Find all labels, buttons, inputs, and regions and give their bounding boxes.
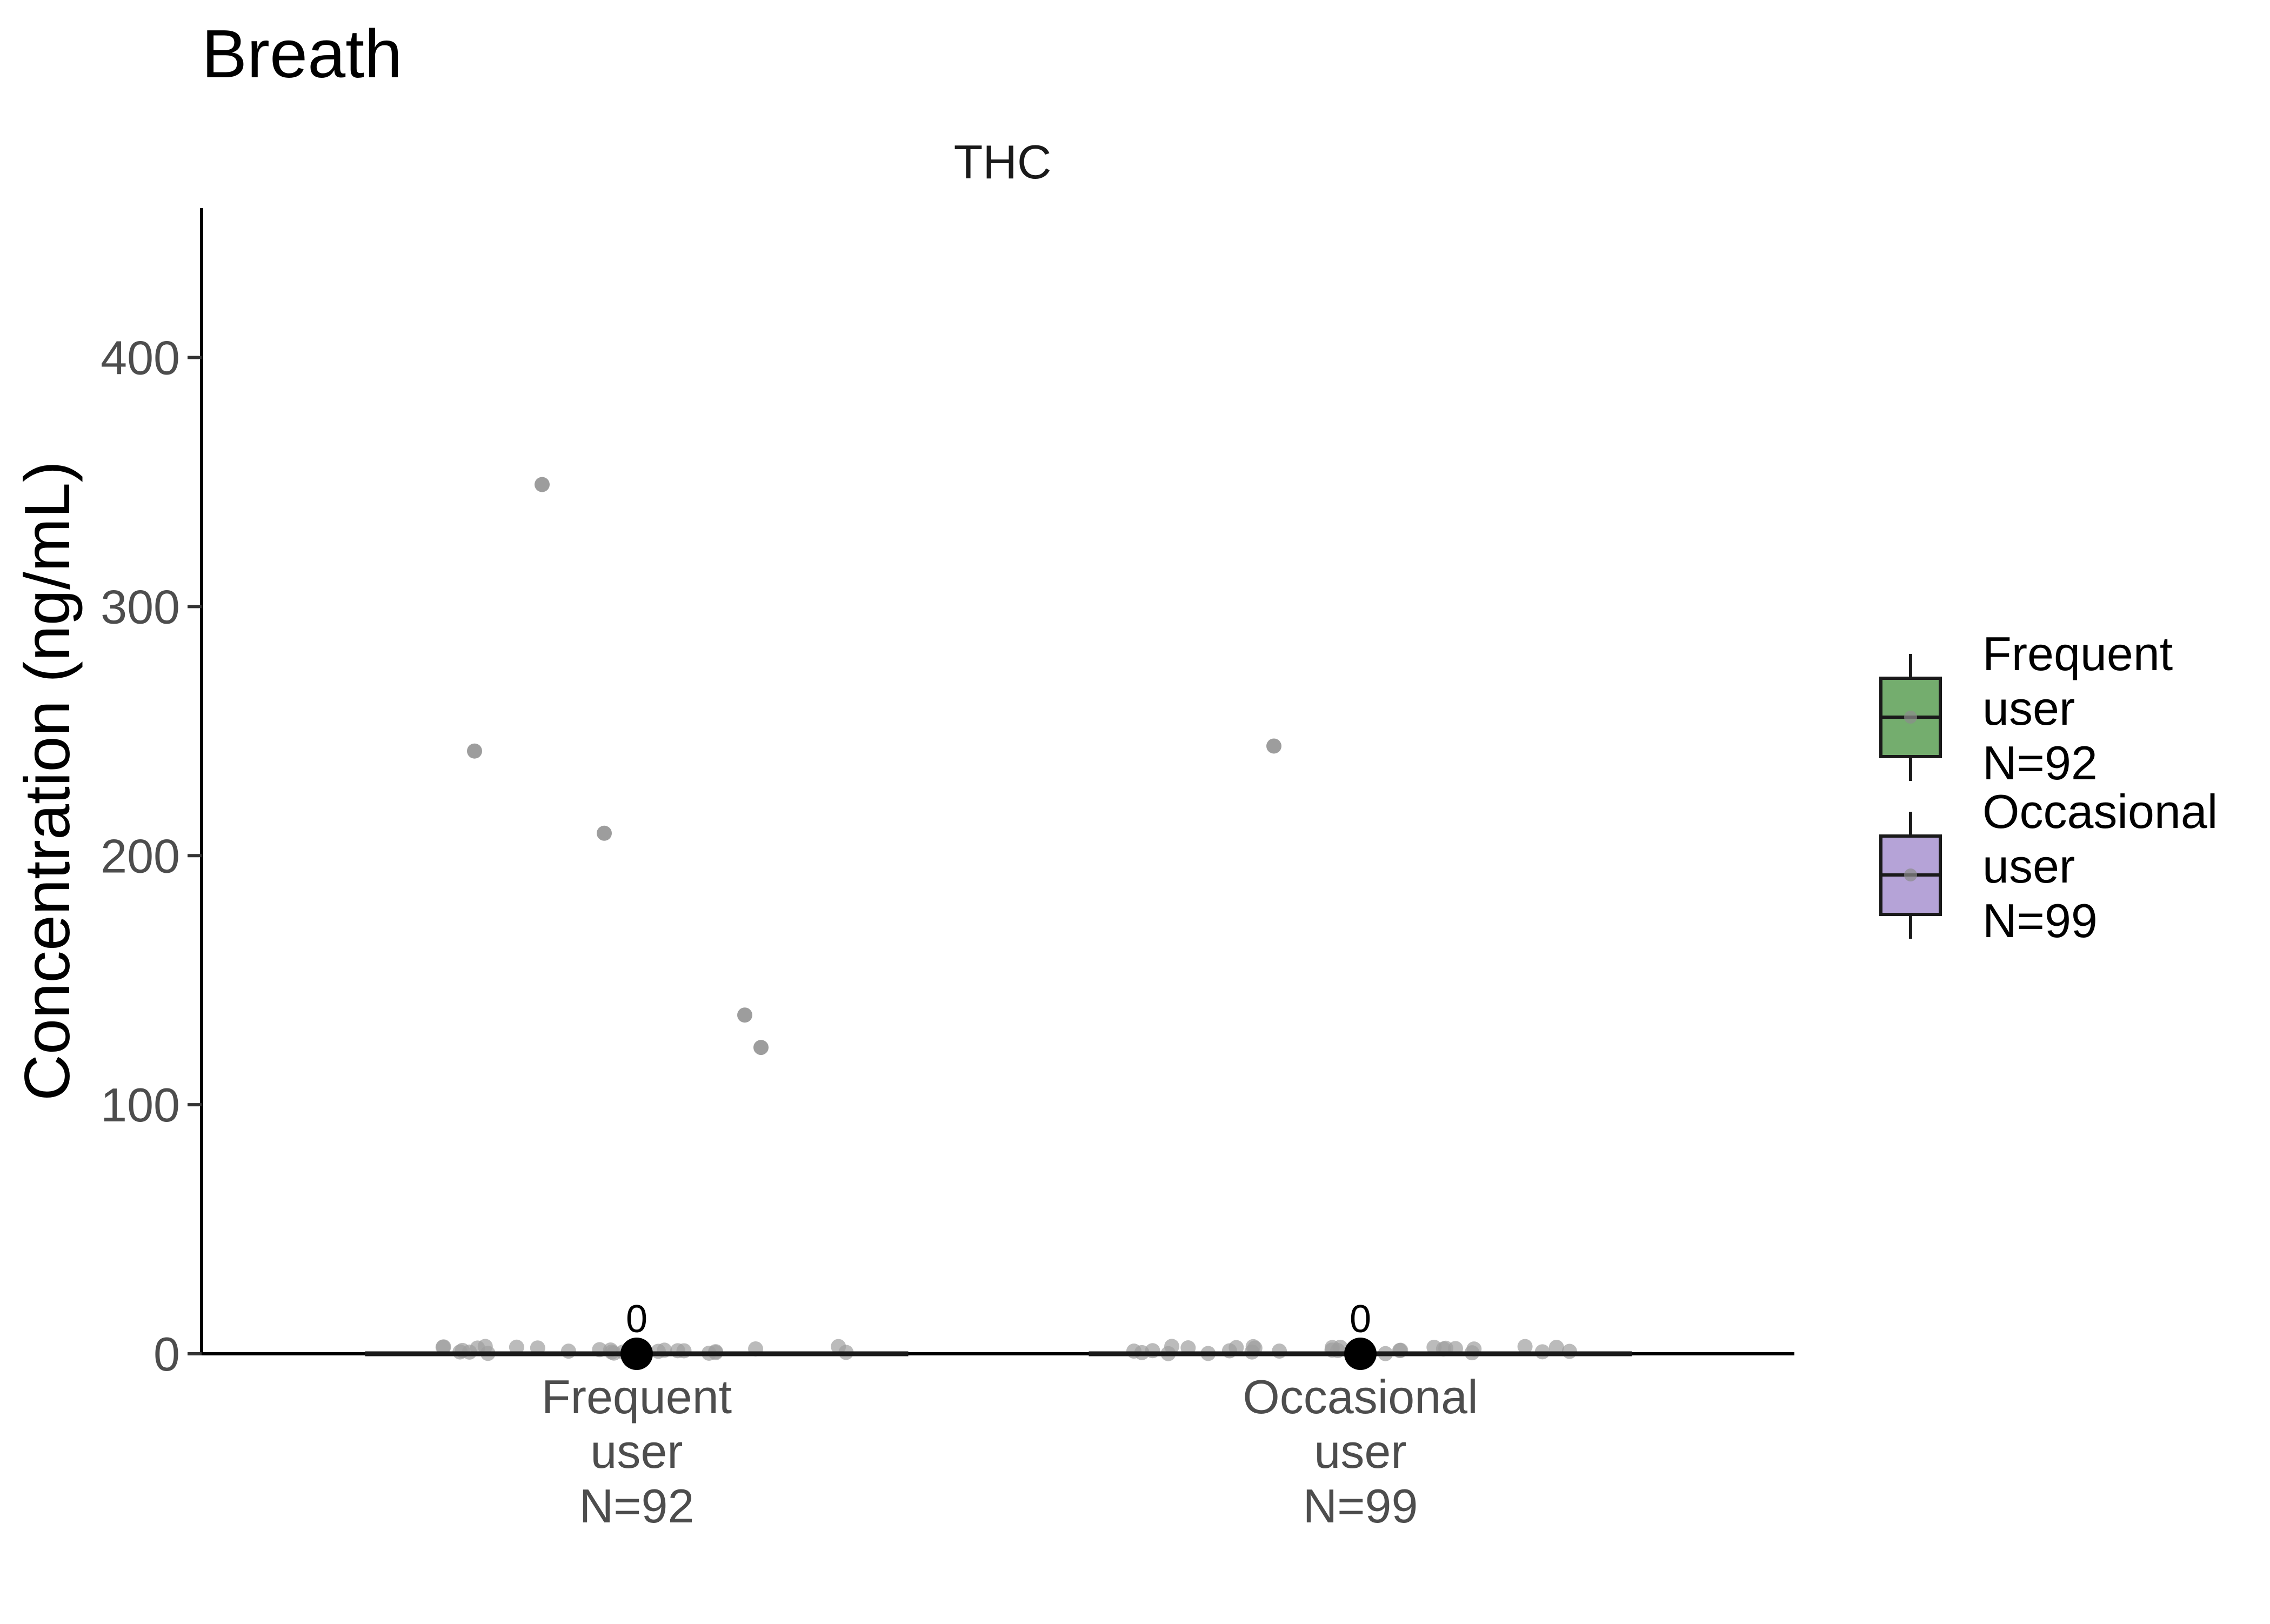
x-tick-label: user bbox=[1314, 1425, 1406, 1478]
median-marker bbox=[1344, 1338, 1377, 1370]
outlier-point bbox=[753, 1040, 769, 1055]
y-tick-label: 300 bbox=[101, 580, 180, 633]
y-axis-title: Concentration (ng/mL) bbox=[11, 461, 83, 1101]
facet-label: THC bbox=[954, 135, 1052, 189]
y-tick-label: 400 bbox=[101, 331, 180, 385]
outlier-point bbox=[467, 743, 482, 759]
x-tick-label: N=92 bbox=[579, 1479, 695, 1533]
x-tick-label: N=99 bbox=[1303, 1479, 1418, 1533]
outlier-point bbox=[597, 825, 612, 841]
x-tick-label: Frequent bbox=[542, 1370, 732, 1423]
jitter-point bbox=[1272, 1344, 1287, 1359]
outlier-point bbox=[1266, 738, 1281, 754]
plot-area: 0100200300400FrequentuserN=920Occasional… bbox=[101, 208, 1794, 1533]
jitter-point bbox=[1332, 1339, 1348, 1355]
legend-point bbox=[1904, 868, 1917, 881]
median-label: 0 bbox=[626, 1298, 647, 1341]
x-tick-label: user bbox=[590, 1425, 683, 1478]
y-tick-label: 100 bbox=[101, 1078, 180, 1132]
jitter-point bbox=[1548, 1340, 1564, 1355]
legend-point bbox=[1904, 711, 1917, 724]
jitter-point bbox=[650, 1344, 666, 1359]
y-tick-label: 200 bbox=[101, 829, 180, 883]
median-label: 0 bbox=[1350, 1298, 1371, 1341]
jitter-point bbox=[560, 1344, 576, 1359]
legend-label: N=99 bbox=[1982, 894, 2098, 947]
jitter-point bbox=[1426, 1339, 1442, 1355]
jitter-point bbox=[509, 1339, 524, 1355]
legend-label: N=92 bbox=[1982, 736, 2098, 790]
legend-label: user bbox=[1982, 681, 2075, 735]
legend-label: user bbox=[1982, 839, 2075, 893]
outlier-point bbox=[737, 1007, 752, 1023]
jitter-point bbox=[1245, 1339, 1261, 1354]
legend-label: Occasional bbox=[1982, 785, 2218, 838]
chart-title: Breath bbox=[202, 16, 402, 92]
legend-label: Frequent bbox=[1982, 627, 2173, 680]
x-tick-label: Occasional bbox=[1243, 1370, 1478, 1423]
y-tick-label: 0 bbox=[153, 1327, 180, 1381]
jitter-point bbox=[1517, 1339, 1533, 1354]
outlier-point bbox=[535, 477, 550, 492]
median-marker bbox=[620, 1338, 653, 1370]
jitter-point bbox=[436, 1339, 451, 1355]
